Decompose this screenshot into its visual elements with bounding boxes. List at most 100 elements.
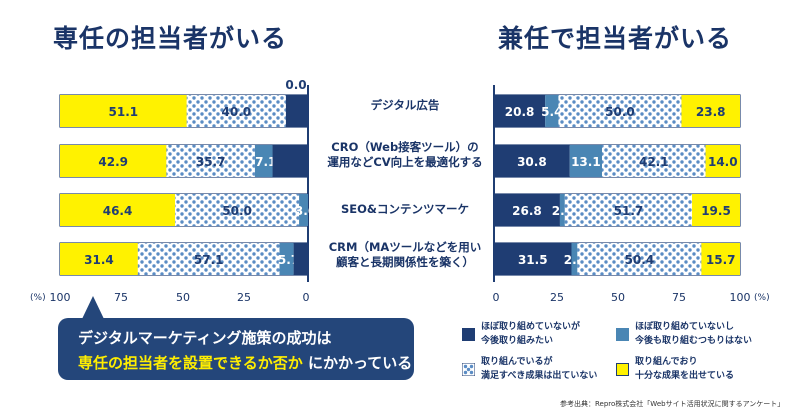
bar-value-label: 13.1 xyxy=(571,155,601,169)
bar-value-label: 3.6 xyxy=(295,204,316,218)
right-axis-tick: 100 xyxy=(729,291,751,304)
bar-value-label: 42.9 xyxy=(98,155,128,169)
bar-segment-yellow xyxy=(681,95,740,127)
category-label-digital-ads: デジタル広告 xyxy=(370,98,440,112)
bar-value-label: 15.7 xyxy=(706,253,736,267)
bar-value-label: 31.4 xyxy=(84,253,114,267)
bar-segment-navy xyxy=(293,243,308,275)
bar-segment-steel xyxy=(279,243,294,275)
legend-swatch-yellow xyxy=(616,363,629,376)
bar-value-label: 40.0 xyxy=(222,105,252,119)
source-note: 参考出典：Repro株式会社「Webサイト活用状況に関するアンケート」 xyxy=(560,400,785,408)
bar-segment-yellow xyxy=(692,194,740,226)
callout-line-1: デジタルマーケティング施策の成功は xyxy=(78,329,332,347)
bar-segment-steel xyxy=(545,95,559,127)
callout-pointer xyxy=(82,296,104,319)
legend-item-dots: 取り組んでいるが満足すべき成果は出ていない xyxy=(462,355,632,385)
legend-item-navy: ほぼ取り組めていないが 今後取り組みたい xyxy=(462,320,632,350)
bar-value-label: 42.1 xyxy=(639,155,669,169)
category-label-crm: CRM（MAツールなどを用い 顧客と長期関係性を築く） xyxy=(328,240,482,269)
bar-segment-steel xyxy=(559,194,565,226)
legend-label: 取り組んでいるが xyxy=(481,357,553,367)
legend-swatch-dots xyxy=(462,363,475,376)
bar-segment-steel xyxy=(299,194,308,226)
bar-segment-yellow xyxy=(705,145,740,177)
bar-segment-steel xyxy=(569,145,602,177)
bar-value-label: 31.5 xyxy=(518,253,548,267)
right-axis-tick: 75 xyxy=(672,291,686,304)
bar-segment-navy xyxy=(494,95,546,127)
bar-segment-dots xyxy=(137,243,280,275)
bar-value-label: 57.1 xyxy=(194,253,224,267)
bar-segment-dots xyxy=(601,145,706,177)
bar-value-label: 23.8 xyxy=(696,105,726,119)
category-label-seo: SEO&コンテンツマーケ xyxy=(341,202,469,216)
bar-segment-yellow xyxy=(60,194,176,226)
legend-swatch-steel xyxy=(616,328,629,341)
bar-segment-steel xyxy=(571,243,578,275)
bar-segment-yellow xyxy=(701,243,740,275)
legend-label: 十分な成果を出せている xyxy=(635,371,735,381)
bar-segment-navy xyxy=(494,194,560,226)
bar-value-label: 5.4 xyxy=(541,105,562,119)
legend-label: 今後も取り組むつもりはない xyxy=(635,336,753,346)
chart-panel-dedicated: 51.1 40.0 0.0 42.9 35.7 7.1 46.4 50.0 3.6 31.4 57.… xyxy=(59,78,316,282)
right-axis-tick: 25 xyxy=(550,291,564,304)
bar-segment-yellow xyxy=(60,95,187,127)
bar-segment-dots xyxy=(166,145,255,177)
bar-value-label: 50.0 xyxy=(605,105,635,119)
axis-unit-label-right: (%) xyxy=(754,293,770,303)
bar-value-label: 14.0 xyxy=(708,155,738,169)
bar-value-label: 19.5 xyxy=(701,204,731,218)
bar-value-label: 26.8 xyxy=(512,204,542,218)
bar-segment-navy xyxy=(272,145,308,177)
legend-item-steel: ほぼ取り組めていないし今後も取り組むつもりはない xyxy=(616,320,786,350)
bar-segment-dots xyxy=(577,243,702,275)
left-axis-tick: 75 xyxy=(114,291,128,304)
category-label-cro: CRO（Web接客ツール）の 運用などCV向上を最適化する xyxy=(327,140,483,169)
left-panel-title: 専任の担当者がいる xyxy=(52,24,287,53)
bar-segment-dots xyxy=(558,95,682,127)
callout-line-2: 専任の担当者を設置できるか否か にかかっている xyxy=(78,352,412,373)
legend-label: 取り組んでおり xyxy=(635,357,698,367)
bar-value-label: 7.1 xyxy=(255,155,276,169)
callout-box: デジタルマーケティング施策の成功は 専任の担当者を設置できるか否か にかかってい… xyxy=(58,318,414,380)
axis-unit-label: (%) xyxy=(30,293,46,303)
bar-segment-dots xyxy=(186,95,286,127)
right-axis-tick: 50 xyxy=(611,291,625,304)
bar-value-label: 50.0 xyxy=(222,204,252,218)
right-panel-title: 兼任で担当者がいる xyxy=(497,24,732,53)
bar-value-label: 51.1 xyxy=(109,105,139,119)
bar-value-label: 51.7 xyxy=(614,204,644,218)
legend-label: ほぼ取り組めていないが xyxy=(481,322,581,332)
bar-segment-navy xyxy=(494,243,572,275)
bar-value-label: 30.8 xyxy=(517,155,547,169)
left-axis-tick: 0 xyxy=(302,291,310,304)
bar-segment-yellow xyxy=(60,145,167,177)
left-axis-tick: 50 xyxy=(176,291,190,304)
chart-panel-concurrent: 20.8 5.4 50.0 23.830.8 13.1 42.1 14.026.8 2.0 51… xyxy=(493,85,741,282)
callout-rest: にかかっている xyxy=(307,354,413,372)
legend-label: ほぼ取り組めていないし xyxy=(635,322,735,332)
legend-label: 満足すべき成果は出ていない xyxy=(481,371,598,381)
bar-value-label: 35.7 xyxy=(196,155,226,169)
right-axis-tick: 0 xyxy=(492,291,500,304)
bar-segment-navy xyxy=(494,145,570,177)
bar-value-label: 50.4 xyxy=(625,253,655,267)
callout-highlight: 専任の担当者を設置できるか否か xyxy=(78,354,303,372)
bar-segment-dots xyxy=(564,194,693,226)
bar-segment-steel xyxy=(254,145,273,177)
legend-swatch-navy xyxy=(462,328,475,341)
bar-segment-yellow xyxy=(60,243,138,275)
bar-value-label: 0.0 xyxy=(285,78,306,92)
bar-value-label: 46.4 xyxy=(103,204,133,218)
legend-item-yellow: 取り組んでおり十分な成果を出せている xyxy=(616,355,786,385)
bar-segment-navy xyxy=(285,95,308,127)
legend-label: 今後取り組みたい xyxy=(481,336,554,346)
left-axis-tick: 100 xyxy=(49,291,71,304)
bar-value-label: 20.8 xyxy=(505,105,535,119)
left-axis-tick: 25 xyxy=(237,291,251,304)
bar-segment-dots xyxy=(175,194,300,226)
